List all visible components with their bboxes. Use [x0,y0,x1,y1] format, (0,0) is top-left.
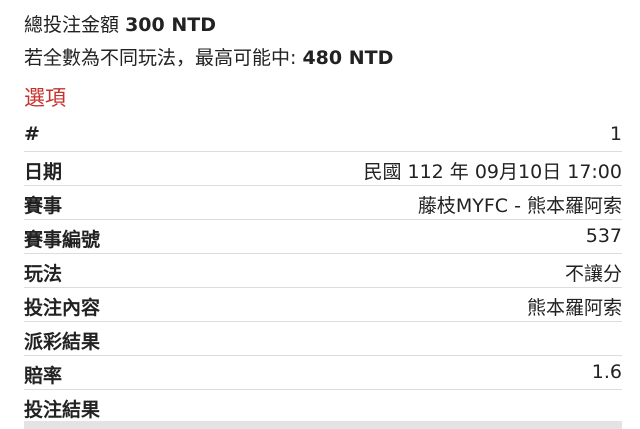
row-label: 投注結果 [24,399,101,421]
row-label: 玩法 [24,263,63,285]
table-row: 賠率 1.6 [24,355,622,390]
table-row: 投注結果 [24,389,622,424]
max-line: 若全數為不同玩法，最高可能中: 480 NTD [24,43,393,70]
row-value: 熊本羅阿索 [526,297,622,319]
table-row: 賽事編號 537 [24,219,622,254]
row-value: 不讓分 [564,263,622,285]
row-value: 1.6 [591,361,622,383]
total-label: 總投注金額 [24,14,120,36]
table-row: 派彩結果 [24,321,622,356]
row-label: 派彩結果 [24,331,101,353]
row-label: # [24,123,40,145]
row-value: 537 [585,225,622,247]
section-title: 選項 [24,86,66,110]
row-label: 賠率 [24,365,63,387]
table-row: 玩法 不讓分 [24,253,622,288]
total-line: 總投注金額 300 NTD [24,10,216,37]
total-value: 300 NTD [125,14,216,36]
row-value: 1 [609,123,622,145]
row-label: 賽事編號 [24,229,101,251]
row-label: 日期 [24,161,63,183]
bottom-bar [24,421,622,429]
table-row: 日期 民國 112 年 09月10日 17:00 [24,151,622,186]
max-label: 若全數為不同玩法，最高可能中: [24,47,297,69]
row-value: 民國 112 年 09月10日 17:00 [363,161,622,183]
table-row: 投注內容 熊本羅阿索 [24,287,622,322]
row-label: 投注內容 [24,297,101,319]
max-value: 480 NTD [302,47,394,69]
row-value: 藤枝MYFC - 熊本羅阿索 [417,195,622,217]
row-label: 賽事 [24,195,63,217]
table-row: 賽事 藤枝MYFC - 熊本羅阿索 [24,185,622,220]
table-row: #1 [24,117,622,152]
